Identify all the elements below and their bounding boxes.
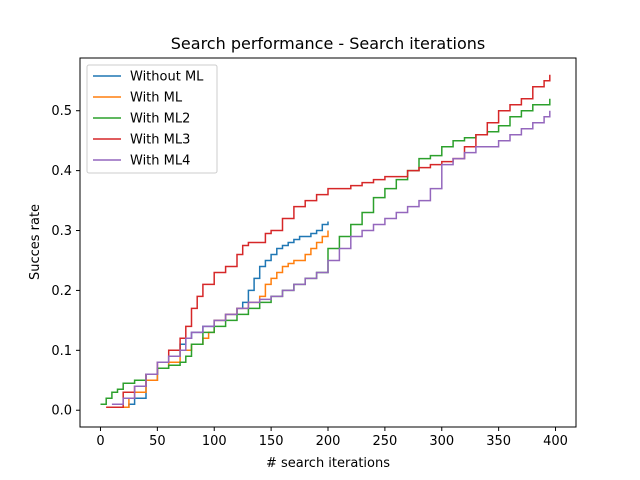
x-axis: 0 50 100 150 200 250 300 350 400 (96, 427, 568, 449)
x-tick-label-4: 200 (316, 434, 341, 449)
x-tick-label-2: 100 (202, 434, 227, 449)
legend-label-2: With ML2 (130, 112, 190, 127)
y-tick-label-1: 0.1 (51, 344, 72, 359)
legend: Without ML With ML With ML2 With ML3 With ML… (86, 64, 218, 174)
chart-title: Search performance - Search iterations (171, 34, 485, 53)
legend-label-0: Without ML (130, 70, 204, 85)
series-layer (100, 74, 551, 408)
series-line-4 (111, 110, 551, 405)
x-tick-label-5: 250 (372, 434, 397, 449)
x-tick-label-6: 300 (429, 434, 454, 449)
x-tick-label-8: 400 (543, 434, 568, 449)
y-axis: 0.0 0.1 0.2 0.3 0.4 0.5 (51, 104, 80, 419)
y-tick-label-3: 0.3 (51, 224, 72, 239)
x-tick-label-7: 350 (486, 434, 511, 449)
y-tick-label-4: 0.4 (51, 164, 72, 179)
y-tick-label-5: 0.5 (51, 104, 72, 119)
y-axis-label: Succes rate (28, 204, 43, 280)
legend-label-1: With ML (130, 91, 183, 106)
x-tick-label-0: 0 (96, 434, 104, 449)
x-tick-label-3: 150 (259, 434, 284, 449)
plot-area (79, 57, 577, 428)
legend-label-3: With ML3 (130, 133, 190, 148)
y-tick-label-0: 0.0 (51, 404, 72, 419)
y-tick-label-2: 0.2 (51, 284, 72, 299)
legend-box (86, 64, 218, 174)
series-line-3 (106, 74, 551, 408)
x-tick-label-1: 50 (149, 434, 166, 449)
legend-label-4: With ML4 (130, 154, 190, 169)
x-axis-label: # search iterations (266, 456, 390, 471)
